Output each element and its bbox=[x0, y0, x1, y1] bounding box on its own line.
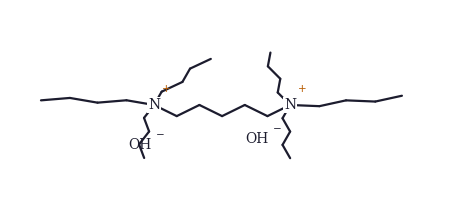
Text: N: N bbox=[148, 98, 160, 112]
Text: −: − bbox=[156, 130, 165, 140]
Text: N: N bbox=[284, 98, 296, 112]
Text: OH: OH bbox=[245, 132, 268, 146]
Text: −: − bbox=[273, 124, 282, 134]
Text: +: + bbox=[298, 84, 307, 94]
Text: +: + bbox=[162, 84, 171, 94]
Text: OH: OH bbox=[128, 138, 152, 152]
